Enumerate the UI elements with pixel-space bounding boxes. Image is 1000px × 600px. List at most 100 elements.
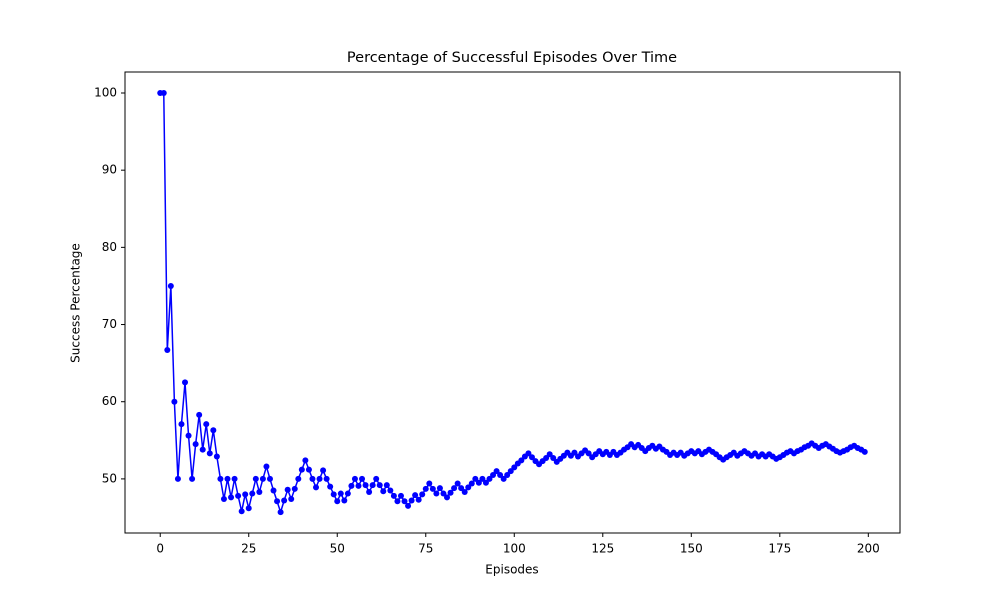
y-tick-label: 50 bbox=[102, 471, 117, 485]
data-point bbox=[518, 457, 525, 464]
data-point bbox=[472, 475, 479, 482]
data-point bbox=[235, 492, 242, 499]
data-point bbox=[189, 475, 196, 482]
data-point bbox=[429, 485, 436, 492]
data-point bbox=[266, 475, 273, 482]
data-point bbox=[550, 455, 557, 462]
data-point bbox=[447, 489, 454, 496]
data-point bbox=[401, 498, 408, 505]
data-point bbox=[302, 457, 309, 464]
x-tick-label: 75 bbox=[418, 542, 433, 556]
data-point bbox=[196, 411, 203, 418]
data-point bbox=[362, 482, 369, 489]
data-point bbox=[228, 494, 235, 501]
data-point bbox=[585, 450, 592, 457]
data-point bbox=[164, 347, 171, 354]
y-tick-label: 80 bbox=[102, 240, 117, 254]
y-axis-label: Success Percentage bbox=[69, 243, 83, 363]
data-point bbox=[468, 480, 475, 487]
data-point bbox=[422, 485, 429, 492]
data-point bbox=[376, 482, 383, 489]
data-point bbox=[454, 480, 461, 487]
data-point bbox=[313, 484, 320, 491]
data-point bbox=[351, 475, 358, 482]
plot-frame bbox=[124, 71, 901, 534]
data-point bbox=[387, 487, 394, 494]
data-point bbox=[174, 475, 181, 482]
data-point bbox=[245, 505, 252, 512]
data-point bbox=[390, 492, 397, 499]
data-point bbox=[394, 498, 401, 505]
data-point bbox=[316, 475, 323, 482]
x-tick-label: 25 bbox=[241, 542, 256, 556]
data-point bbox=[185, 432, 192, 439]
chart-title: Percentage of Successful Episodes Over T… bbox=[347, 50, 677, 66]
data-point bbox=[861, 448, 868, 455]
data-point bbox=[497, 472, 504, 479]
data-point bbox=[507, 468, 514, 475]
data-point bbox=[341, 497, 348, 504]
data-point bbox=[461, 489, 468, 496]
x-tick-label: 125 bbox=[591, 542, 614, 556]
data-point bbox=[383, 482, 390, 489]
data-point bbox=[238, 508, 245, 515]
data-point bbox=[397, 492, 404, 499]
x-tick-label: 0 bbox=[156, 542, 164, 556]
data-point bbox=[203, 421, 210, 428]
data-point bbox=[288, 495, 295, 502]
y-tick-label: 70 bbox=[102, 317, 117, 331]
data-point bbox=[348, 482, 355, 489]
data-point bbox=[490, 472, 497, 479]
data-point bbox=[220, 495, 227, 502]
data-point bbox=[504, 472, 511, 479]
data-point bbox=[206, 450, 213, 457]
data-point bbox=[320, 467, 327, 474]
data-point bbox=[571, 449, 578, 456]
data-point bbox=[337, 490, 344, 497]
data-point bbox=[479, 475, 486, 482]
data-point bbox=[355, 482, 362, 489]
data-point bbox=[334, 498, 341, 505]
data-point bbox=[359, 475, 366, 482]
data-point bbox=[199, 446, 206, 453]
data-point bbox=[256, 489, 263, 496]
data-point bbox=[436, 485, 443, 492]
data-point bbox=[182, 379, 189, 386]
x-tick-label: 100 bbox=[503, 542, 526, 556]
data-point bbox=[426, 480, 433, 487]
data-point bbox=[231, 475, 238, 482]
data-point bbox=[298, 466, 305, 473]
data-point bbox=[171, 398, 178, 405]
data-point bbox=[249, 490, 256, 497]
data-point bbox=[242, 491, 249, 498]
data-point bbox=[405, 502, 412, 509]
data-point bbox=[475, 479, 482, 486]
data-point bbox=[274, 498, 281, 505]
data-point bbox=[160, 89, 167, 96]
data-point bbox=[366, 489, 373, 496]
data-point bbox=[500, 475, 507, 482]
data-point bbox=[344, 490, 351, 497]
data-point bbox=[511, 464, 518, 471]
data-point bbox=[281, 497, 288, 504]
x-tick-label: 175 bbox=[768, 542, 791, 556]
data-point bbox=[210, 427, 217, 434]
data-point bbox=[465, 484, 472, 491]
data-point bbox=[412, 492, 419, 499]
x-axis-label: Episodes bbox=[485, 563, 538, 577]
data-point bbox=[444, 494, 451, 501]
data-point bbox=[330, 491, 337, 498]
data-point bbox=[252, 475, 259, 482]
data-point bbox=[217, 475, 224, 482]
data-point bbox=[263, 463, 270, 470]
data-point bbox=[482, 479, 489, 486]
data-point bbox=[309, 475, 316, 482]
data-point bbox=[415, 496, 422, 503]
data-point bbox=[369, 482, 376, 489]
data-point bbox=[305, 466, 312, 473]
data-point bbox=[493, 468, 500, 475]
data-point bbox=[323, 475, 330, 482]
x-tick-label: 50 bbox=[330, 542, 345, 556]
data-point bbox=[373, 475, 380, 482]
data-point bbox=[327, 483, 334, 490]
